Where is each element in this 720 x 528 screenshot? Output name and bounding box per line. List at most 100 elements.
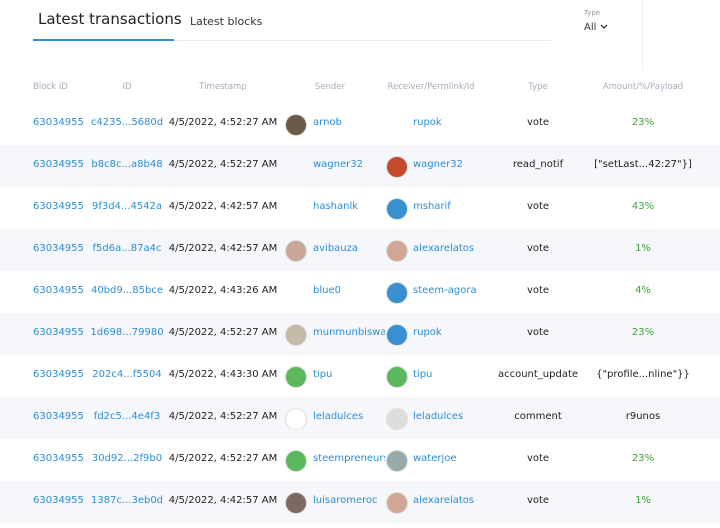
sender[interactable]: wagner32 [313, 159, 363, 170]
column-header: Sender [314, 82, 346, 92]
tx-type: vote [526, 201, 550, 212]
tx-id[interactable]: 30d92...2f9b0 [91, 453, 163, 464]
tx-type: vote [526, 453, 550, 464]
sender[interactable]: avibauza [313, 243, 359, 254]
block-id[interactable]: 63034955 [33, 117, 84, 128]
tx-type: vote [526, 117, 550, 128]
tx-type: vote [526, 327, 550, 338]
avatar [386, 240, 408, 262]
table-row: 63034955 c4235...5680d 4/5/2022, 4:52:27 A… [0, 103, 720, 145]
table-row: 63034955 9f3d4...4542a 4/5/2022, 4:42:57 A… [0, 187, 720, 229]
avatar [285, 240, 307, 262]
tx-id[interactable]: 1d698...79980 [90, 327, 164, 338]
divider [33, 40, 551, 41]
tx-type: vote [526, 285, 550, 296]
filter-select[interactable]: All [584, 22, 608, 33]
receiver[interactable]: wagner32 [413, 159, 463, 170]
block-id[interactable]: 63034955 [33, 327, 84, 338]
block-id[interactable]: 63034955 [33, 201, 84, 212]
table-row: 63034955 f5d6a...87a4c 4/5/2022, 4:42:57 A… [0, 229, 720, 271]
sender[interactable]: tipu [313, 369, 333, 380]
amount: {"profile...nline"}} [596, 369, 690, 380]
table-row: 63034955 fd2c5...4e4f3 4/5/2022, 4:52:27 A… [0, 397, 720, 439]
receiver[interactable]: leladulces [413, 411, 464, 422]
sender[interactable]: leladulces [313, 411, 364, 422]
timestamp: 4/5/2022, 4:52:27 AM [168, 453, 278, 464]
sender[interactable]: arnob [313, 117, 342, 128]
filter-label: Type [584, 9, 601, 17]
tab[interactable]: Latest blocks [190, 15, 263, 28]
block-id[interactable]: 63034955 [33, 285, 84, 296]
column-header: Type [528, 82, 548, 92]
receiver[interactable]: alexarelatos [413, 495, 475, 506]
tab-indicator [33, 39, 174, 41]
avatar [386, 156, 408, 178]
block-id[interactable]: 63034955 [33, 411, 84, 422]
amount: 23% [631, 117, 655, 128]
timestamp: 4/5/2022, 4:43:26 AM [168, 285, 278, 296]
sender[interactable]: hashanlk [313, 201, 359, 212]
tx-type: read_notif [512, 159, 564, 170]
table-row: 63034955 b8c8c...a8b48 4/5/2022, 4:52:27 A… [0, 145, 720, 187]
avatar [285, 324, 307, 346]
block-id[interactable]: 63034955 [33, 243, 84, 254]
column-header: Receiver/Permlink/Id [387, 82, 475, 92]
avatar [285, 366, 307, 388]
timestamp: 4/5/2022, 4:52:27 AM [168, 159, 278, 170]
sender[interactable]: munmunbiswas [313, 327, 385, 338]
table-row: 63034955 1387c...3eb0d 4/5/2022, 4:42:57 A… [0, 481, 720, 523]
sender[interactable]: blue0 [313, 285, 341, 296]
avatar [285, 408, 307, 430]
chevron [600, 24, 608, 29]
sender[interactable]: luisaromeroc [313, 495, 378, 506]
avatar [285, 450, 307, 472]
filter-value[interactable]: All [584, 22, 597, 33]
column-header: Timestamp [199, 82, 247, 92]
receiver[interactable]: steem-agora [413, 285, 477, 296]
tx-id[interactable]: b8c8c...a8b48 [91, 159, 163, 170]
receiver[interactable]: rupok [413, 327, 442, 338]
table-row: 63034955 30d92...2f9b0 4/5/2022, 4:52:27 A… [0, 439, 720, 481]
avatar [386, 366, 408, 388]
tab[interactable]: Latest transactions [38, 10, 182, 28]
receiver[interactable]: waterjoe [413, 453, 457, 464]
block-id[interactable]: 63034955 [33, 369, 84, 380]
timestamp: 4/5/2022, 4:42:57 AM [168, 495, 278, 506]
tx-type: comment [514, 411, 562, 422]
receiver[interactable]: tipu [413, 369, 433, 380]
block-id[interactable]: 63034955 [33, 159, 84, 170]
avatar [285, 492, 307, 514]
block-id[interactable]: 63034955 [33, 453, 84, 464]
tx-id[interactable]: c4235...5680d [90, 117, 164, 128]
amount: ["setLast...42:27"}] [594, 159, 692, 170]
column-header: Block ID [33, 82, 68, 92]
avatar [386, 450, 408, 472]
sender[interactable]: steempreneursh [313, 453, 385, 464]
receiver[interactable]: msharif [413, 201, 451, 212]
tx-id[interactable]: f5d6a...87a4c [92, 243, 162, 254]
receiver[interactable]: rupok [413, 117, 442, 128]
table-row: 63034955 40bd9...85bce 4/5/2022, 4:43:26 A… [0, 271, 720, 313]
column-header: Amount/%/Payload [602, 82, 684, 92]
timestamp: 4/5/2022, 4:42:57 AM [168, 243, 278, 254]
tx-type: vote [526, 495, 550, 506]
amount: 4% [635, 285, 651, 296]
table-row: 63034955 202c4...f5504 4/5/2022, 4:43:30 A… [0, 355, 720, 397]
tx-id[interactable]: 1387c...3eb0d [90, 495, 164, 506]
receiver[interactable]: alexarelatos [413, 243, 475, 254]
timestamp: 4/5/2022, 4:52:27 AM [168, 327, 278, 338]
timestamp: 4/5/2022, 4:52:27 AM [168, 117, 278, 128]
block-id[interactable]: 63034955 [33, 495, 84, 506]
amount: 23% [631, 453, 655, 464]
tx-id[interactable]: fd2c5...4e4f3 [93, 411, 161, 422]
avatar [386, 408, 408, 430]
tx-id[interactable]: 9f3d4...4542a [91, 201, 163, 212]
table-row: 63034955 1d698...79980 4/5/2022, 4:52:27 A… [0, 313, 720, 355]
amount: 1% [635, 495, 651, 506]
tx-id[interactable]: 202c4...f5504 [92, 369, 162, 380]
amount: 43% [631, 201, 655, 212]
tx-type: vote [526, 243, 550, 254]
timestamp: 4/5/2022, 4:42:57 AM [168, 201, 278, 212]
tx-id[interactable]: 40bd9...85bce [90, 285, 164, 296]
divider [642, 0, 643, 70]
